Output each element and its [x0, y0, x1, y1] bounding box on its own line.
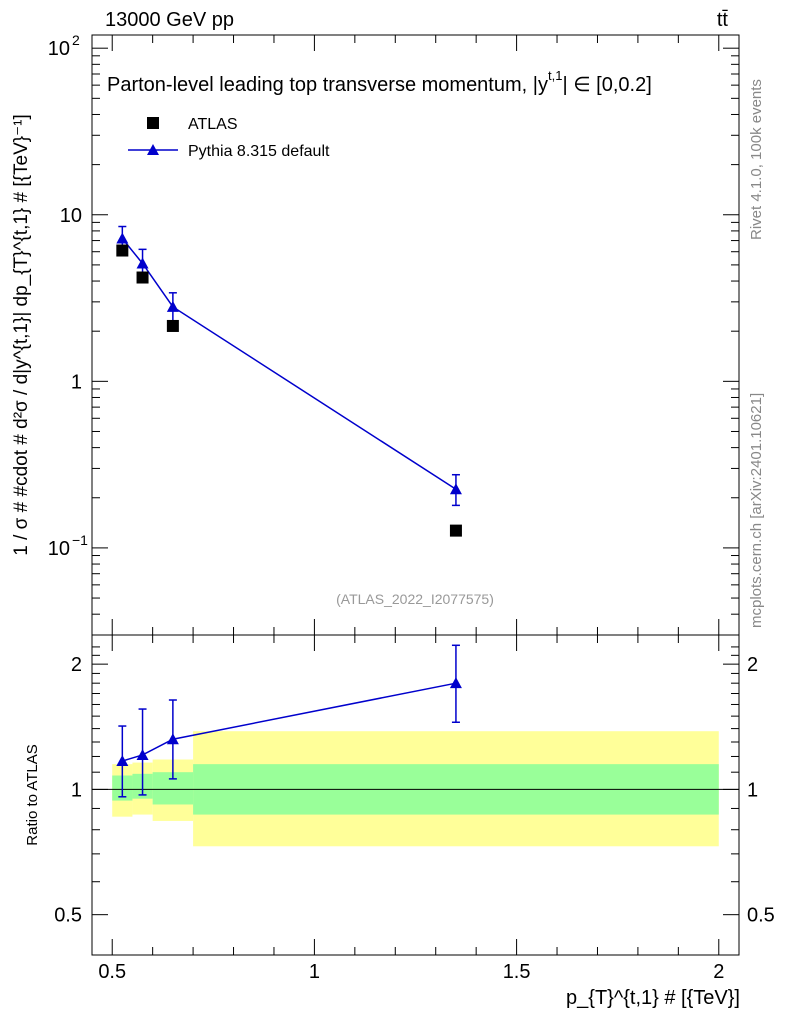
- x-tick-label: 0.5: [98, 961, 126, 983]
- y-tick-exponent: −1: [72, 532, 88, 548]
- mcplots-label: mcplots.cern.ch [arXiv:2401.10621]: [748, 393, 765, 628]
- atlas-point: [116, 244, 129, 257]
- y-tick-label: 10: [60, 205, 82, 227]
- ratio-y-tick-label-right: 1: [747, 779, 758, 801]
- ratio-frame: [91, 634, 740, 956]
- y-tick-label: 10: [48, 538, 70, 560]
- ratio-y-tick-label: 1: [71, 779, 82, 801]
- pythia-point: [136, 257, 149, 269]
- legend-atlas-marker: [147, 117, 159, 129]
- atlas-point: [166, 319, 179, 332]
- rivet-version-label: Rivet 4.1.0, 100k events: [748, 79, 765, 240]
- ratio-y-axis-label: Ratio to ATLAS: [24, 744, 41, 845]
- legend-pythia-label: Pythia 8.315 default: [188, 143, 330, 160]
- ratio-pythia-point: [116, 755, 129, 767]
- atlas-point: [449, 524, 462, 537]
- ratio-y-tick-label-right: 0.5: [747, 905, 775, 927]
- process-label: 13000 GeV pp: [105, 9, 234, 31]
- main-y-axis-label: 1 / σ # #cdot # d²σ / d|y^{t,1}| dp_{T}^…: [11, 114, 32, 555]
- y-tick-label: 10: [48, 38, 70, 60]
- atlas-point: [136, 271, 149, 284]
- pythia-point: [116, 232, 129, 244]
- x-tick-label: 1.5: [503, 961, 531, 983]
- legend-atlas-label: ATLAS: [188, 116, 238, 133]
- pythia-point: [166, 300, 179, 312]
- analysis-id: (ATLAS_2022_I2077575): [336, 591, 494, 607]
- ratio-y-tick-label: 2: [71, 654, 82, 676]
- ratio-y-tick-label: 0.5: [54, 905, 82, 927]
- ratio-pythia-point: [136, 748, 149, 760]
- pythia-line: [121, 238, 457, 490]
- ratio-y-tick-label-right: 2: [747, 654, 758, 676]
- ratio-pythia-point: [449, 677, 462, 689]
- ratio-pythia-line: [122, 682, 457, 762]
- legend-pythia-marker: [147, 144, 159, 155]
- x-axis-label: p_{T}^{t,1} # [{TeV}]: [566, 987, 740, 1009]
- y-tick-label: 1: [71, 371, 82, 393]
- x-tick-label: 1: [309, 961, 320, 983]
- x-tick-label: 2: [713, 961, 724, 983]
- plot-title: Parton-level leading top transverse mome…: [107, 68, 652, 96]
- final-state-label: tt̄: [717, 9, 729, 31]
- y-tick-exponent: 2: [72, 32, 80, 48]
- pythia-point: [449, 483, 462, 495]
- ratio-pythia-point: [166, 733, 179, 745]
